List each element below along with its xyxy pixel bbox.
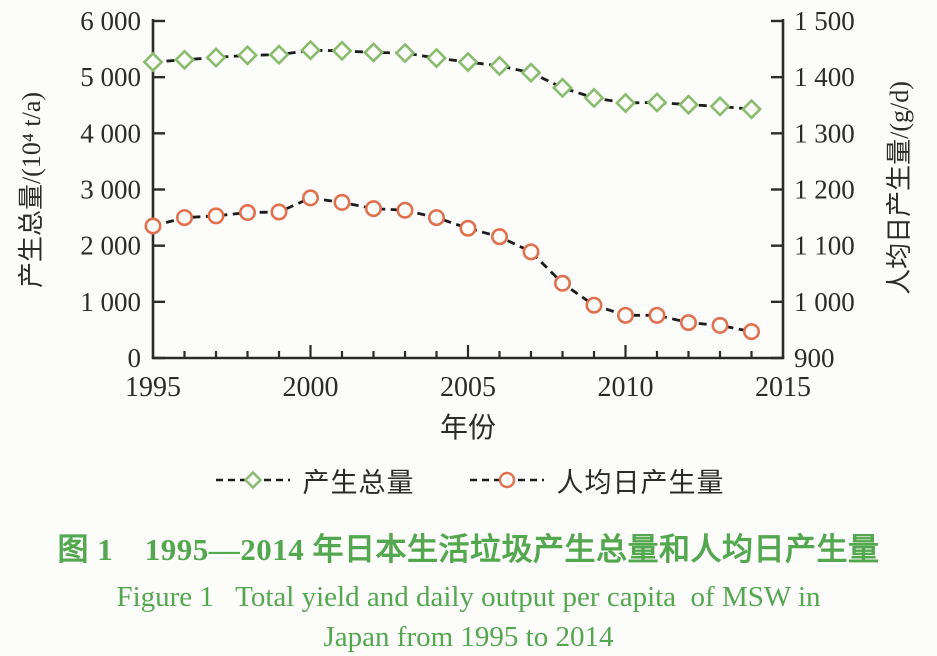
data-point-per-capita-2001 — [333, 193, 351, 211]
tick-label-left-1000: 1 000 — [80, 287, 141, 317]
data-point-per-capita-2012 — [679, 314, 697, 332]
data-point-per-capita-2002 — [364, 200, 382, 218]
data-point-total-yield-1999 — [268, 44, 290, 66]
data-point-per-capita-1999 — [270, 203, 288, 221]
data-point-total-yield-2014 — [741, 98, 762, 120]
data-point-per-capita-2003 — [396, 201, 414, 219]
data-point-per-capita-1995 — [144, 217, 162, 235]
data-point-per-capita-2009 — [585, 296, 603, 314]
tick-label-x-2005: 2005 — [440, 372, 496, 403]
tick-label-left-3000: 3 000 — [80, 175, 141, 205]
y-axis-right-title: 人均日产生量/(g/d) — [885, 81, 914, 295]
legend-item-total-yield: 产生总量 — [213, 461, 415, 500]
tick-label-right-1500: 1 500 — [794, 6, 855, 36]
data-point-total-yield-2004 — [426, 47, 447, 69]
data-point-per-capita-1997 — [207, 207, 225, 225]
data-point-total-yield-2013 — [709, 95, 731, 117]
msw-line-chart: 产生总量/(10⁴ t/a) 人均日产生量/(g/d) 年份 6 000 5 00… — [17, 6, 914, 444]
caption-chinese: 图 1 1995—2014 年日本生活垃圾产生总量和人均日产生量 — [57, 532, 880, 567]
tick-label-left-6000: 6 000 — [80, 6, 141, 36]
data-point-total-yield-2002 — [363, 42, 384, 63]
data-point-total-yield-2001 — [331, 40, 353, 62]
data-point-per-capita-2006 — [490, 228, 508, 246]
data-point-total-yield-2009 — [583, 87, 605, 109]
data-point-per-capita-2004 — [427, 209, 445, 227]
data-point-total-yield-2011 — [646, 92, 668, 113]
data-point-per-capita-2014 — [742, 323, 760, 341]
data-point-per-capita-2007 — [522, 243, 540, 261]
tick-label-right-1300: 1 300 — [794, 118, 855, 148]
data-point-total-yield-1997 — [205, 47, 227, 68]
data-point-per-capita-2013 — [711, 316, 729, 334]
legend-label-per-capita: 人均日产生量 — [556, 467, 725, 498]
tick-label-x-2015: 2015 — [755, 372, 811, 403]
tick-label-right-1400: 1 400 — [794, 62, 855, 92]
data-point-total-yield-2012 — [678, 94, 699, 116]
data-point-per-capita-2011 — [648, 306, 666, 324]
data-point-total-yield-2000 — [300, 39, 321, 61]
tick-label-left-2000: 2 000 — [80, 231, 141, 261]
x-axis-title: 年份 — [440, 412, 496, 444]
data-point-per-capita-1996 — [176, 209, 194, 227]
data-point-total-yield-1995 — [142, 51, 164, 73]
data-point-total-yield-2007 — [520, 62, 542, 84]
tick-label-right-1100: 1 100 — [794, 231, 855, 261]
chart-legend: 产生总量 人均日产生量 — [0, 460, 937, 500]
tick-label-right-1000: 1 000 — [794, 287, 855, 317]
legend-label-total-yield: 产生总量 — [302, 467, 415, 498]
tick-label-right-1200: 1 200 — [794, 175, 855, 205]
data-point-total-yield-1998 — [237, 44, 258, 66]
legend-item-per-capita: 人均日产生量 — [467, 461, 725, 500]
tick-label-x-2010: 2010 — [598, 372, 654, 403]
tick-label-left-5000: 5 000 — [80, 62, 141, 92]
data-point-per-capita-1998 — [239, 204, 257, 222]
tick-label-right-900: 900 — [794, 343, 835, 373]
data-point-per-capita-2008 — [553, 274, 571, 292]
caption-english-line1: Figure 1 Total yield and daily output pe… — [116, 581, 821, 613]
y-axis-left-title: 产生总量/(10⁴ t/a) — [17, 92, 46, 288]
data-point-per-capita-2010 — [616, 306, 634, 324]
axis-ticks: 6 000 5 000 4 000 3 000 2 000 1 000 0 1 500 1 40… — [80, 6, 855, 403]
legend-marker-circle — [469, 471, 544, 489]
data-series — [142, 39, 762, 341]
tick-label-x-2000: 2000 — [283, 372, 339, 403]
data-point-total-yield-2005 — [457, 51, 479, 73]
data-point-per-capita-2005 — [459, 219, 477, 237]
data-point-total-yield-2010 — [615, 92, 636, 114]
caption-english-line2: Japan from 1995 to 2014 — [323, 621, 614, 653]
tick-label-left-4000: 4 000 — [80, 118, 141, 148]
data-point-total-yield-2003 — [394, 42, 416, 64]
data-point-total-yield-2006 — [489, 55, 510, 77]
legend-marker-diamond — [215, 470, 290, 490]
data-point-total-yield-1996 — [174, 49, 195, 71]
tick-label-left-0: 0 — [128, 343, 142, 373]
data-point-per-capita-2000 — [301, 189, 319, 207]
data-point-total-yield-2008 — [552, 77, 573, 99]
tick-label-x-1995: 1995 — [125, 372, 181, 403]
